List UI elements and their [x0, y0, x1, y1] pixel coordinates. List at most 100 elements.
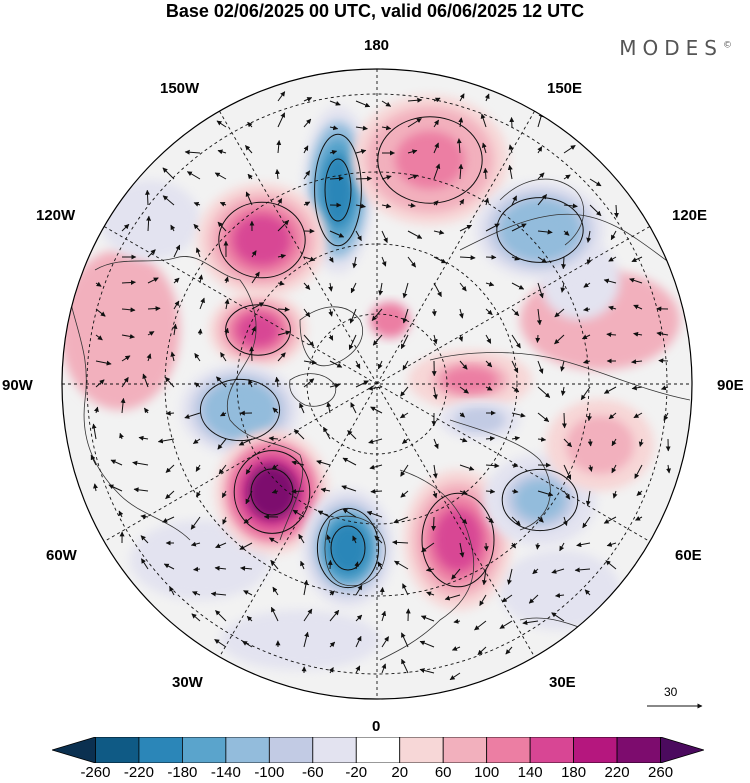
wind-vector [291, 488, 305, 494]
wind-vector [433, 200, 439, 206]
wind-vector [633, 331, 643, 337]
wind-vector [108, 484, 123, 492]
wind-vector [121, 307, 136, 313]
wind-vector [528, 594, 539, 604]
wind-vector [481, 568, 487, 586]
contour-blue-20w [316, 507, 380, 589]
anomaly-blue-20w [327, 521, 369, 575]
wind-vector [631, 385, 643, 391]
wind-vector [459, 464, 475, 471]
wind-vector [453, 618, 461, 624]
wind-vector [303, 118, 312, 128]
wind-vector [238, 438, 253, 446]
reference-vector-label: 30 [664, 685, 678, 699]
colorbar-tick-label: 260 [648, 764, 674, 781]
anomaly-pink-60w [246, 464, 298, 520]
lon-label-150e: 150E [547, 80, 583, 97]
wind-vector [608, 305, 617, 311]
wind-vector [366, 510, 383, 518]
wind-vector [190, 541, 201, 547]
contour-pink-160e [377, 116, 483, 204]
contour-blue-180-north [314, 133, 362, 247]
colorbar-swatch [312, 737, 357, 763]
wind-vector [484, 93, 490, 102]
brand-mark: © [723, 40, 732, 51]
wind-vector [381, 256, 387, 267]
wind-vector [146, 353, 152, 362]
wind-vector [431, 308, 437, 317]
wind-vector [245, 490, 253, 505]
wind-vector [433, 163, 441, 180]
colorbar-swatch [486, 737, 531, 763]
wind-vector [219, 202, 227, 207]
wind-vector [118, 510, 124, 518]
wind-vector [532, 568, 539, 575]
wind-vector [589, 178, 602, 187]
wind-vector [173, 300, 180, 310]
wind-vector [381, 203, 392, 209]
wind-vector [563, 230, 570, 236]
wind-vector [458, 117, 464, 128]
wind-vector [582, 516, 591, 529]
wind-vector [143, 407, 150, 414]
wind-vector [456, 138, 462, 154]
contour-inner-blue-180-north [324, 158, 352, 222]
colorbar-tick-label: -220 [123, 764, 154, 781]
wind-vector [162, 516, 175, 523]
wind-vector [420, 615, 435, 622]
wind-vector [402, 438, 409, 444]
anomaly-pink-110w [236, 313, 280, 347]
wind-vector [300, 560, 305, 570]
wind-vector [421, 542, 435, 553]
colorbar-tick-label: 20 [391, 764, 409, 781]
wind-vector [400, 334, 409, 350]
wind-vector [140, 558, 149, 570]
wind-vector [612, 490, 618, 499]
wind-vector [142, 373, 149, 388]
wind-vector [511, 223, 527, 232]
wind-vector [589, 204, 602, 216]
wind-vector [317, 510, 331, 518]
wind-vector [560, 386, 566, 396]
anomaly-patch [62, 250, 180, 410]
wind-vector [402, 360, 409, 371]
wind-vector [119, 432, 124, 440]
wind-vector [511, 195, 517, 206]
lon-label-120e: 120E [672, 207, 708, 224]
wind-vector [426, 591, 435, 597]
wind-vector [638, 438, 644, 447]
wind-vector [485, 223, 500, 232]
wind-vector [381, 100, 392, 107]
wind-vector [240, 565, 253, 571]
wind-vector [90, 454, 97, 466]
wind-vector [165, 490, 175, 500]
wind-vector [510, 542, 517, 549]
wind-vector [485, 385, 493, 391]
wind-vector [459, 542, 465, 558]
wind-vector [184, 412, 201, 419]
wind-vector [381, 230, 388, 244]
wind-vector [381, 610, 387, 622]
wind-vector [270, 606, 279, 622]
wind-vector [328, 667, 334, 674]
wind-vector [193, 223, 201, 232]
wind-vector [121, 223, 130, 232]
wind-vector [563, 464, 572, 480]
wind-vector [605, 560, 617, 570]
wind-vector [459, 386, 469, 394]
wind-vector [458, 163, 464, 180]
wind-vector [277, 253, 286, 259]
wind-vector [481, 142, 487, 154]
wind-vector [381, 175, 392, 180]
wind-vector [133, 487, 149, 493]
wind-vector [459, 516, 468, 524]
wind-vector [459, 412, 465, 418]
wind-vector [663, 412, 669, 421]
wind-vector [433, 256, 447, 264]
wind-vector [323, 426, 331, 440]
wind-vector [483, 542, 489, 552]
wind-vector [381, 663, 387, 674]
wind-vector [193, 566, 201, 572]
wind-vector [268, 436, 279, 442]
wind-vector [215, 542, 227, 549]
